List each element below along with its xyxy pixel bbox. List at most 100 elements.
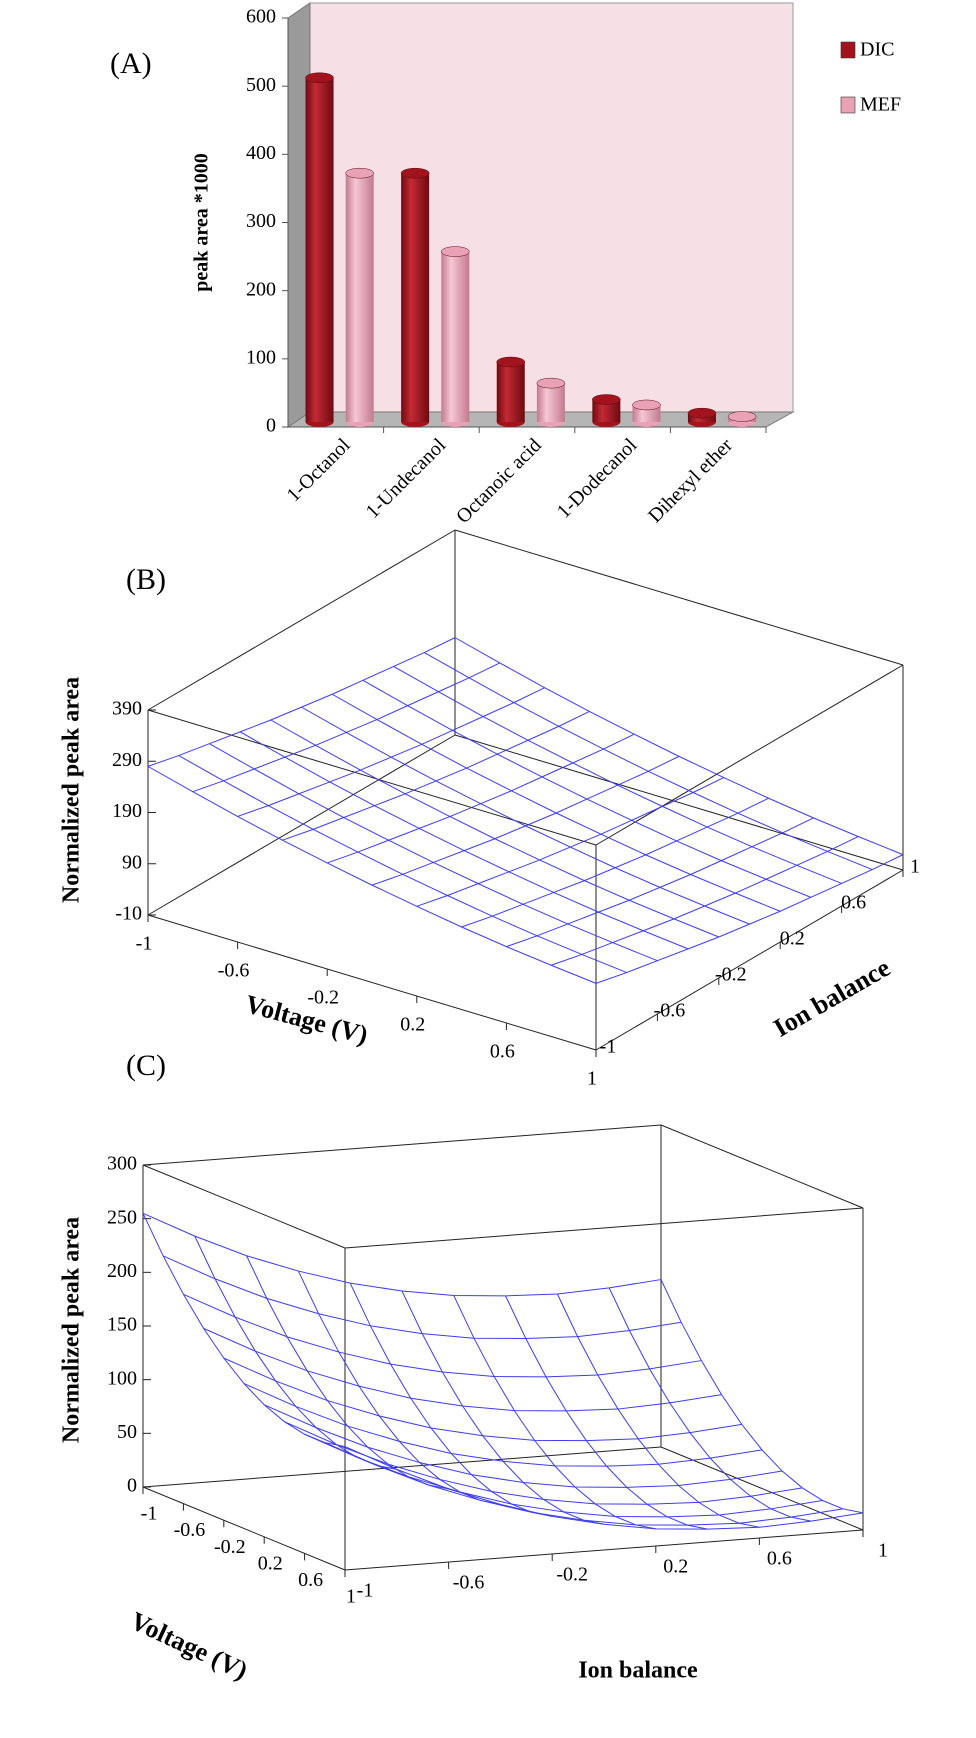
bar-top [536, 377, 566, 389]
box-edge [147, 529, 456, 711]
bar-body [401, 173, 430, 422]
mesh-line [344, 1446, 864, 1530]
box-edge [142, 1446, 662, 1488]
box-edge [142, 1164, 346, 1249]
panel-label: (A) [110, 47, 152, 80]
mesh-line [147, 765, 597, 984]
mesh-line [192, 662, 501, 793]
mesh-line [270, 719, 719, 938]
x-tick-label: -1 [141, 1503, 158, 1525]
bar-top [632, 399, 661, 411]
y-tick-label: -1 [357, 1580, 374, 1602]
x-axis-label: Voltage (V) [126, 1606, 252, 1685]
bar-top [592, 394, 621, 405]
x-tick-label: Dihexyl ether [644, 434, 737, 527]
mesh-line [237, 687, 545, 817]
y-tick-label: 0.2 [780, 928, 805, 950]
mesh-line [223, 1357, 742, 1442]
z-tick-label: 90 [122, 851, 142, 873]
mesh-line [424, 652, 873, 871]
mesh-line [246, 1255, 449, 1490]
bar-body [592, 399, 621, 422]
y-tick-label: 1 [910, 856, 920, 878]
x-tick-label: -1 [136, 933, 153, 955]
bar [687, 407, 717, 427]
y-tick-label: 300 [246, 210, 276, 232]
bar-body [345, 173, 374, 422]
legend-label: MEF [860, 94, 901, 116]
mesh-line [454, 637, 904, 856]
x-tick-label: 1-Undecanol [362, 434, 451, 523]
mesh-line [297, 1270, 501, 1505]
y-tick-label: -0.6 [453, 1572, 485, 1594]
bar-top [496, 356, 525, 368]
y-axis-label: Ion balance [578, 1658, 698, 1684]
bar [400, 167, 430, 427]
bar-body [496, 362, 525, 422]
bar [536, 377, 566, 427]
back-wall [309, 2, 794, 413]
y-tick-label: 0.6 [767, 1548, 792, 1570]
box-edge [147, 734, 456, 916]
bar-body [536, 383, 565, 422]
z-tick-label: 390 [112, 698, 142, 720]
z-tick-label: 200 [107, 1260, 137, 1282]
box-edge [147, 914, 597, 1051]
box-edge [660, 1446, 864, 1531]
bar-top [441, 246, 470, 257]
bar [345, 167, 374, 427]
x-tick-label: -0.2 [307, 987, 339, 1009]
box-edge [454, 529, 904, 666]
mesh-line [556, 1293, 760, 1528]
y-tick-label: 0.2 [663, 1556, 688, 1578]
bar-body [305, 77, 334, 422]
bar-top [345, 167, 374, 179]
mesh-line [349, 1282, 553, 1517]
x-tick-label: 0.2 [258, 1552, 283, 1574]
bar-top [305, 72, 334, 84]
y-tick-label: 1 [878, 1540, 888, 1562]
x-tick-label: 0.6 [298, 1569, 323, 1591]
mesh-line [331, 693, 781, 912]
z-tick-label: 150 [107, 1314, 137, 1336]
z-tick-label: 0 [127, 1475, 137, 1497]
z-tick-label: 50 [117, 1421, 137, 1443]
x-tick-label: 1 [346, 1586, 356, 1608]
bar-top [687, 407, 717, 419]
mesh-line [239, 731, 689, 950]
mesh-line [178, 755, 627, 974]
y-tick-label: -0.6 [654, 1000, 686, 1022]
bar-top [727, 411, 757, 422]
x-tick-label: Octanoic acid [452, 434, 546, 528]
box-edge [454, 734, 904, 871]
mesh-line [324, 1442, 843, 1526]
legend-swatch [840, 96, 856, 114]
mesh-line [660, 1279, 864, 1514]
z-axis-label: Normalized peak area [59, 1217, 85, 1443]
mesh-line [284, 1421, 803, 1505]
mesh-line [595, 854, 904, 984]
mesh-line [453, 1295, 656, 1530]
legend-swatch [840, 41, 856, 59]
mesh-line [147, 637, 456, 767]
y-tick-label: -0.2 [715, 964, 747, 986]
bar-top [400, 167, 430, 179]
y-tick-label: 600 [246, 6, 276, 28]
z-tick-label: 300 [107, 1153, 137, 1175]
y-tick-label: 0 [266, 415, 276, 437]
mesh-line [393, 666, 842, 884]
panel-label: (B) [126, 563, 166, 596]
box-edge [142, 1124, 662, 1166]
box-edge [660, 1124, 864, 1209]
box-edge [142, 1486, 346, 1571]
mesh-line [608, 1287, 812, 1522]
bar [632, 399, 661, 427]
y-axis-label: peak area *1000 [191, 153, 213, 292]
y-tick-label: -0.2 [556, 1564, 588, 1586]
mesh-line [194, 1235, 397, 1470]
z-tick-label: 250 [107, 1206, 137, 1228]
bar [727, 411, 757, 427]
box-edge [344, 1529, 864, 1571]
y-tick-label: 100 [246, 346, 276, 368]
